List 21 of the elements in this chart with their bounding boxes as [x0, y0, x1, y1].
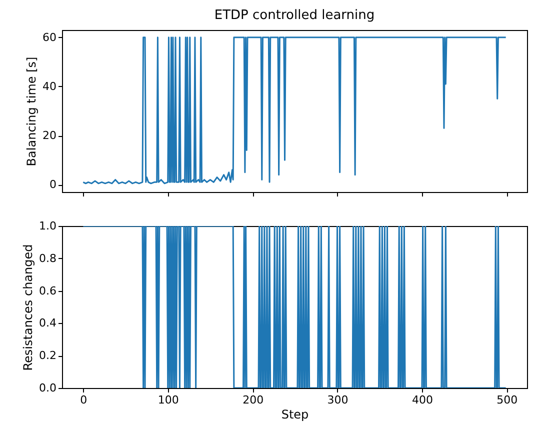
- x-axis-title: Step: [281, 408, 309, 422]
- y-tick-label: 1.0: [39, 220, 56, 232]
- x-tick-label: 400: [412, 394, 433, 406]
- y-tick-label: 20: [42, 129, 56, 142]
- y-tick-label: 0.6: [39, 284, 56, 298]
- line-series: [82, 36, 507, 184]
- y-tick-label: 0.4: [39, 316, 56, 330]
- x-tick-label: 500: [496, 394, 518, 406]
- y-tick-label: 0.2: [39, 349, 56, 362]
- y-tick-label: 60: [42, 30, 56, 44]
- x-tick-label: 300: [327, 394, 348, 406]
- x-tick-label: 0: [80, 394, 88, 406]
- y-axis-title: Balancing time [s]: [24, 56, 39, 166]
- y-axis-title: Resistances changed: [21, 244, 36, 371]
- y-tick-label: 40: [42, 80, 56, 93]
- y-tick-label: 0.8: [39, 252, 56, 265]
- x-tick-label: 200: [242, 394, 264, 406]
- y-tick-label: 0.0: [39, 382, 56, 394]
- chart-title: ETDP controlled learning: [214, 8, 375, 23]
- x-tick-label: 100: [158, 394, 179, 406]
- y-tick-label: 0: [50, 178, 56, 192]
